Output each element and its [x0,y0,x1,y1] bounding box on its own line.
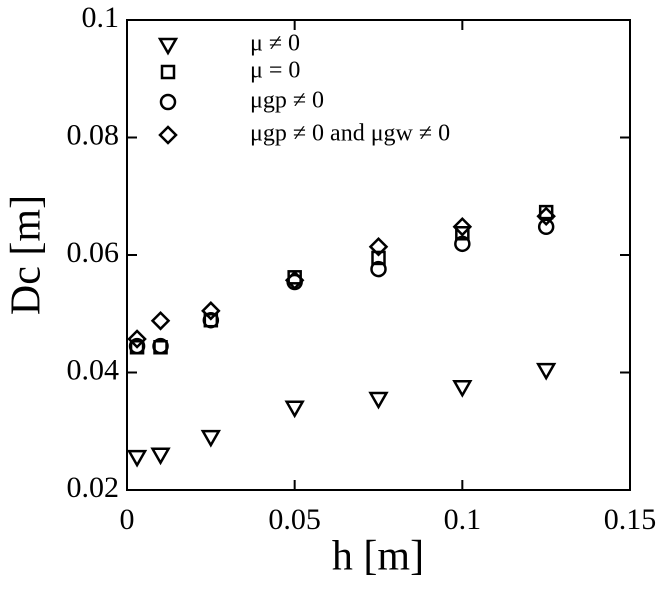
point [370,260,387,278]
y-axis-label: Dc [m] [4,195,50,315]
legend-symbol [157,37,179,56]
point [202,311,220,329]
legend-label: μgp ≠ 0 [250,88,324,114]
legend-label: μ ≠ 0 [250,31,300,57]
point [452,379,473,398]
point [454,235,471,253]
legend-label: μgp ≠ 0 and μgw ≠ 0 [250,121,450,147]
x-tick-label: 0 [120,503,135,536]
x-tick-label: 0.05 [268,503,321,536]
point [127,329,147,349]
point [126,449,148,468]
point [201,301,221,321]
y-tick-label: 0.06 [67,236,120,269]
point [200,429,221,448]
point [368,391,389,410]
x-tick-label: 0.1 [444,503,482,536]
y-tick-label: 0.04 [67,353,120,386]
legend-symbol [159,93,177,111]
point [152,337,169,355]
point [368,237,389,257]
point [371,250,386,266]
point [537,218,555,236]
point [536,206,556,226]
y-tick-label: 0.08 [67,118,120,151]
point [150,447,171,466]
legend-symbol [158,125,178,145]
point [284,270,305,291]
legend-label: μ = 0 [250,58,300,84]
x-tick-label: 0.15 [604,503,657,536]
point [455,226,470,241]
point [284,400,305,419]
point [538,204,554,220]
legend-symbol [160,64,176,80]
y-tick-label: 0.1 [82,1,120,34]
point [150,311,171,331]
point [128,337,146,355]
y-tick-label: 0.02 [67,471,120,504]
x-axis-label: h [m] [332,534,424,580]
point [536,362,557,381]
point [452,217,473,237]
